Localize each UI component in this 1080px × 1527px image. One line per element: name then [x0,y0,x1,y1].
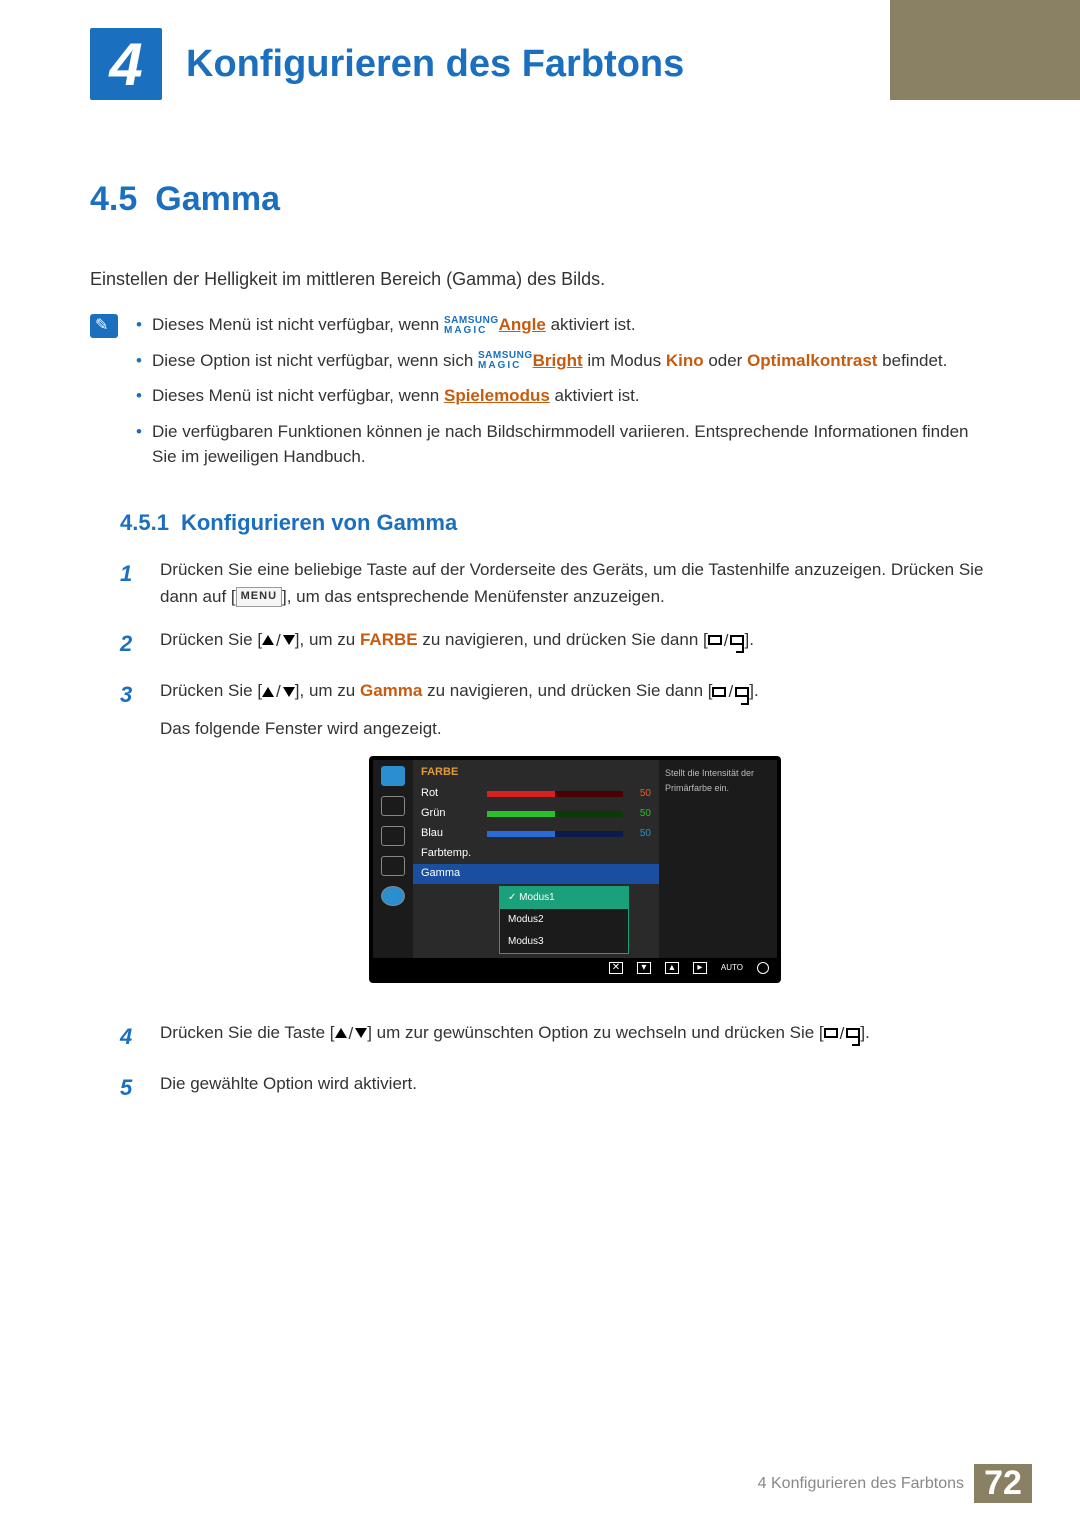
samsung-magic-logo: SAMSUNGMAGIC [478,351,533,371]
step-body: Drücken Sie eine beliebige Taste auf der… [160,556,990,610]
osd-up-icon: ▴ [665,962,679,974]
note-item: Dieses Menü ist nicht verfügbar, wenn SA… [136,312,990,338]
enter-keys: / [824,1020,861,1047]
note-list: Dieses Menü ist nicht verfügbar, wenn SA… [136,312,990,480]
step-body: Die gewählte Option wird aktiviert. [160,1070,990,1105]
step-body: Drücken Sie die Taste [/] um zur gewünsc… [160,1019,990,1054]
steps-list: 1 Drücken Sie eine beliebige Taste auf d… [120,556,990,1106]
osd-picture-icon [381,766,405,786]
step-item: 3 Drücken Sie [/], um zu Gamma zu navigi… [120,677,990,1003]
osd-info-icon [381,886,405,906]
page-footer: 4 Konfigurieren des Farbtons 72 [758,1464,1032,1503]
osd-size-icon [381,826,405,846]
note-text: Diese Option ist nicht verfügbar, wenn s… [152,351,478,370]
chapter-number-box: 4 [90,28,162,100]
gamma-label: Gamma [360,681,422,700]
osd-screenshot: FARBE Rot 50 Grün 50 [369,756,781,982]
osd-close-icon: ✕ [609,962,623,974]
samsung-magic-logo: SAMSUNGMAGIC [444,316,499,336]
step-number: 2 [120,626,140,661]
section-intro: Einstellen der Helligkeit im mittleren B… [90,269,990,290]
chapter-banner: 4 Konfigurieren des Farbtons [90,28,684,100]
osd-row-blau: Blau 50 [421,824,651,844]
note-text: aktiviert ist. [550,386,640,405]
osd-bottom-bar: ✕ ▾ ▴ ▸ AUTO [373,958,777,979]
osd-down-icon: ▾ [637,962,651,974]
note-text: im Modus [583,351,666,370]
step-number: 5 [120,1070,140,1105]
section-heading: 4.5 Gamma [90,180,990,219]
up-down-keys: / [335,1020,368,1047]
step-body: Drücken Sie [/], um zu FARBE zu navigier… [160,626,990,661]
spielemodus-link[interactable]: Spielemodus [444,386,550,405]
angle-link[interactable]: Angle [499,315,546,334]
osd-dropdown: Modus1 Modus2 Modus3 [499,886,629,954]
note-text: aktiviert ist. [546,315,636,334]
note-icon [90,314,118,338]
enter-keys: / [712,678,749,705]
kino-label: Kino [666,351,704,370]
up-down-keys: / [262,627,295,654]
top-stripe [890,0,1080,100]
osd-row-farbtemp: Farbtemp. [421,844,651,864]
osd-help-text: Stellt die Intensität der Primärfarbe ei… [659,760,777,958]
farbe-label: FARBE [360,630,418,649]
osd-row-rot: Rot 50 [421,784,651,804]
up-down-keys: / [262,678,295,705]
osd-settings-icon [381,856,405,876]
step-item: 1 Drücken Sie eine beliebige Taste auf d… [120,556,990,610]
page-content: 4.5 Gamma Einstellen der Helligkeit im mi… [90,180,990,1121]
footer-crumb: 4 Konfigurieren des Farbtons [758,1464,964,1503]
note-text: oder [704,351,747,370]
osd-sidebar [373,760,413,958]
enter-keys: / [708,627,745,654]
step-body: Drücken Sie [/], um zu Gamma zu navigier… [160,677,990,1003]
note-block: Dieses Menü ist nicht verfügbar, wenn SA… [90,312,990,480]
osd-right-icon: ▸ [693,962,707,974]
osd-row-grun: Grün 50 [421,804,651,824]
note-text: befindet. [877,351,947,370]
note-item: Die verfügbaren Funktionen können je nac… [136,419,990,470]
osd-title: FARBE [421,764,651,782]
section-number: 4.5 [90,180,137,218]
osd-row-gamma: Gamma [413,864,659,884]
step-sub-text: Das folgende Fenster wird angezeigt. [160,715,990,742]
note-text: Dieses Menü ist nicht verfügbar, wenn [152,315,444,334]
chapter-title: Konfigurieren des Farbtons [162,28,684,100]
osd-power-icon [757,962,769,974]
osd-auto-label: AUTO [721,962,743,975]
subsection-title: Konfigurieren von Gamma [181,510,457,535]
step-item: 2 Drücken Sie [/], um zu FARBE zu navigi… [120,626,990,661]
subsection-heading: 4.5.1 Konfigurieren von Gamma [120,510,990,536]
optimalkontrast-label: Optimalkontrast [747,351,877,370]
step-number: 1 [120,556,140,610]
bright-link[interactable]: Bright [533,351,583,370]
step-number: 4 [120,1019,140,1054]
page-number: 72 [974,1464,1032,1503]
step-item: 5 Die gewählte Option wird aktiviert. [120,1070,990,1105]
step-item: 4 Drücken Sie die Taste [/] um zur gewün… [120,1019,990,1054]
osd-main: FARBE Rot 50 Grün 50 [413,760,659,958]
osd-option-modus2: Modus2 [500,909,628,931]
osd-option-modus1: Modus1 [500,887,628,909]
subsection-number: 4.5.1 [120,510,169,535]
step-number: 3 [120,677,140,1003]
section-title: Gamma [155,180,280,218]
osd-menu-icon [381,796,405,816]
note-text: Dieses Menü ist nicht verfügbar, wenn [152,386,444,405]
osd-option-modus3: Modus3 [500,931,628,953]
note-item: Dieses Menü ist nicht verfügbar, wenn Sp… [136,383,990,409]
menu-key: MENU [236,587,282,607]
note-item: Diese Option ist nicht verfügbar, wenn s… [136,348,990,374]
